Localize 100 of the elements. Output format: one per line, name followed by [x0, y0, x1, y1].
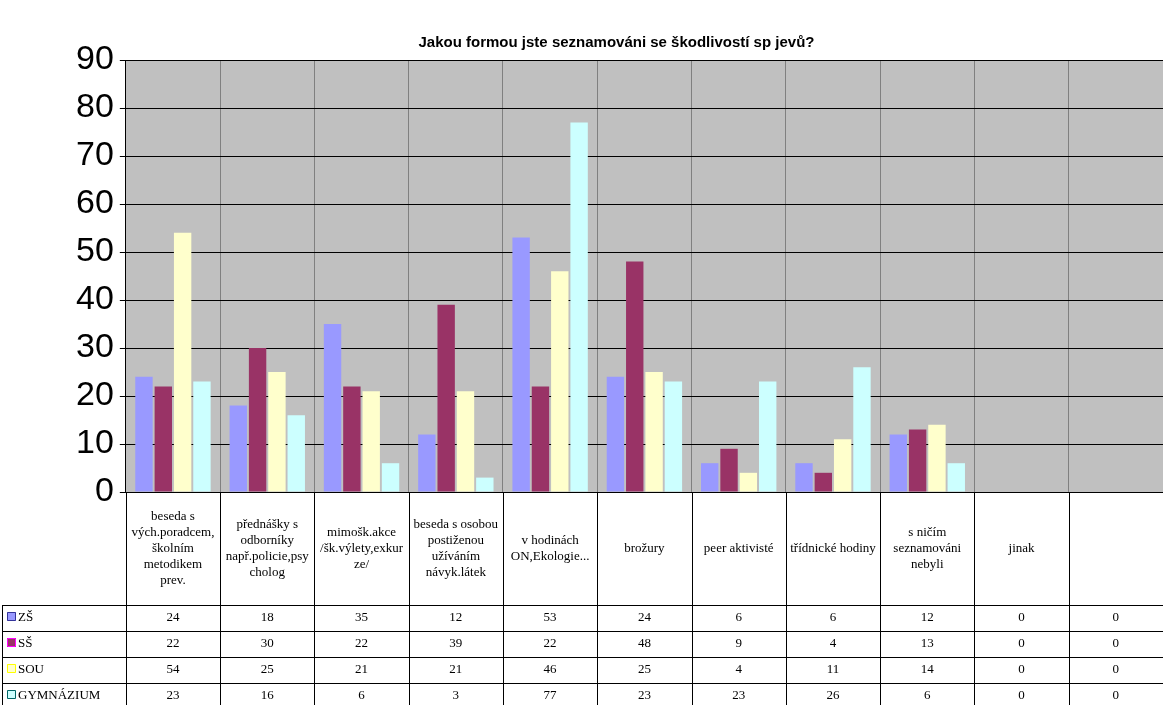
bar — [135, 376, 153, 492]
data-label: 0 — [1018, 661, 1025, 677]
bar — [154, 386, 172, 492]
data-label: 53 — [543, 609, 557, 625]
data-label: 35 — [355, 609, 369, 625]
bar — [229, 405, 247, 492]
data-label: 0 — [1112, 661, 1120, 677]
y-tick-label: 80 — [75, 86, 114, 125]
bar — [908, 429, 927, 492]
data-label: 0 — [1112, 609, 1120, 625]
bar — [626, 261, 644, 492]
data-label: 23 — [732, 687, 746, 703]
data-label: 6 — [735, 609, 743, 625]
y-tick-label: 90 — [75, 38, 114, 77]
data-label: 22 — [543, 635, 557, 651]
bar — [795, 463, 813, 492]
bar — [720, 448, 738, 492]
data-label: 3 — [452, 687, 460, 703]
data-label: 23 — [166, 687, 180, 703]
bar — [645, 372, 663, 492]
data-label: 39 — [449, 635, 463, 651]
bar — [928, 424, 946, 492]
bar — [268, 372, 286, 492]
data-label: 77 — [543, 687, 558, 703]
legend-label: GYMNÁZIUM — [18, 687, 101, 703]
y-tick-label: 50 — [75, 230, 114, 269]
y-tick-label: 10 — [75, 422, 114, 461]
legend-label: SŠ — [18, 635, 33, 651]
bar — [248, 348, 267, 492]
data-label: 25 — [260, 661, 274, 677]
data-label: 21 — [449, 661, 463, 677]
data-label: 24 — [166, 609, 180, 625]
bar — [664, 381, 683, 492]
bar — [418, 434, 436, 492]
bar — [381, 463, 400, 492]
data-label: 22 — [166, 635, 180, 651]
x-tick-label: brožury — [624, 539, 666, 555]
data-label: 46 — [543, 661, 558, 677]
bar — [853, 367, 871, 492]
data-label: 21 — [355, 661, 369, 677]
data-label: 24 — [637, 609, 652, 625]
bar — [701, 463, 719, 492]
data-label: 0 — [1018, 635, 1025, 651]
bar — [362, 391, 380, 492]
data-label: 26 — [826, 687, 840, 703]
data-label: 18 — [260, 609, 274, 625]
x-tick-label: jinak — [1007, 539, 1036, 555]
bar — [814, 472, 833, 492]
data-label: 4 — [735, 661, 743, 677]
data-label: 9 — [735, 635, 742, 651]
y-tick-label: 20 — [75, 374, 114, 413]
bar — [531, 386, 550, 492]
data-label: 6 — [358, 687, 366, 703]
data-label: 22 — [355, 635, 369, 651]
x-tick-label: peer aktivisté — [703, 539, 774, 555]
bar — [551, 271, 569, 492]
y-tick-label: 30 — [75, 326, 114, 365]
bar — [456, 391, 475, 492]
bar — [947, 463, 965, 492]
bar — [343, 386, 361, 492]
bar — [889, 434, 907, 492]
data-label: 16 — [260, 687, 275, 703]
data-label: 48 — [637, 635, 651, 651]
x-tick-label: v hodinách ON,Ekologie... — [510, 531, 590, 563]
x-tick-label: s ničím seznamováni nebyli — [893, 523, 962, 571]
data-label: 12 — [920, 609, 934, 625]
data-label: 11 — [826, 661, 840, 677]
x-tick-label: mimošk.akce /šk.výlety,exkurze/ — [320, 523, 404, 571]
data-label: 0 — [1112, 635, 1120, 651]
bar — [173, 232, 192, 492]
data-label: 4 — [829, 635, 837, 651]
data-label: 0 — [1018, 609, 1025, 625]
y-tick-label: 70 — [75, 134, 114, 173]
bar — [758, 381, 777, 492]
bar — [512, 237, 530, 492]
data-label: 23 — [637, 687, 651, 703]
bar — [606, 376, 625, 492]
data-label: 30 — [260, 635, 274, 651]
data-label: 0 — [1112, 687, 1120, 703]
data-label: 6 — [829, 609, 837, 625]
x-tick-label: beseda s osobou postiženou užíváním návyk.látek — [413, 515, 499, 579]
chart-title: Jakou formou jste seznamováni se škodlivostí sp jevů? — [418, 33, 815, 51]
bar — [437, 304, 455, 492]
data-label: 14 — [920, 661, 935, 677]
x-tick-label: přednášky s odborníky např.policie,psycholog — [225, 515, 310, 579]
bar — [476, 477, 494, 492]
data-label: 12 — [449, 609, 463, 625]
y-tick-label: 40 — [75, 278, 114, 317]
bar — [193, 381, 211, 492]
bar — [833, 439, 852, 492]
data-label: 6 — [924, 687, 932, 703]
data-label: 54 — [166, 661, 180, 677]
y-tick-label: 60 — [75, 182, 114, 221]
x-tick-label: beseda s vých.poradcem,školním metodikem prev. — [131, 507, 215, 587]
data-label: 0 — [1018, 687, 1025, 703]
x-tick-label: třídnické hodiny — [790, 539, 877, 555]
legend-label: SOU — [18, 661, 45, 677]
bar — [287, 415, 305, 492]
data-label: 25 — [637, 661, 651, 677]
legend-label: ZŠ — [18, 609, 34, 625]
